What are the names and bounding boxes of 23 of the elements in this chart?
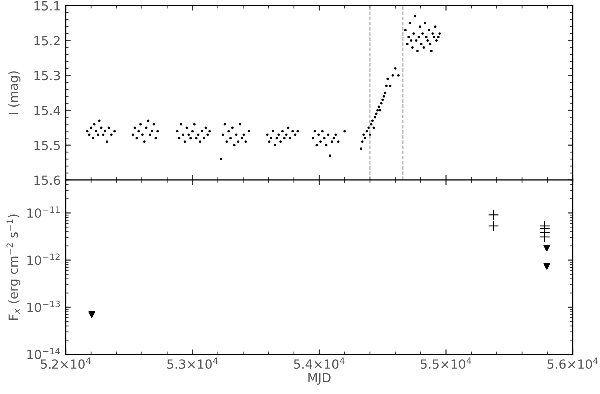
- x-tick-label: 5.5×10$^{4}$: [421, 358, 472, 370]
- x-tick-label: 5.6×10$^{4}$: [548, 358, 598, 370]
- x-tick-label: 5.4×10$^{4}$: [294, 358, 345, 370]
- y-tick-label: 10$^{−14}$: [28, 348, 60, 360]
- y-tick-label: 15.4: [34, 106, 60, 116]
- y-tick-label: 10$^{−13}$: [28, 300, 60, 312]
- y-tick-label: 10$^{−11}$: [28, 206, 60, 218]
- point: [488, 210, 500, 221]
- x-tick-label: 5.2×10$^{4}$: [41, 358, 91, 370]
- x-axis-title: MJD: [308, 373, 331, 385]
- y-axis-title: F$_{x}$ (erg cm$^{−2}$ s$^{−1}$): [6, 214, 21, 320]
- y-axis-title: I (mag): [8, 72, 21, 114]
- point: [544, 245, 550, 252]
- point: [88, 311, 96, 318]
- point: [488, 220, 500, 232]
- y-tick-label: 15.1: [34, 2, 60, 11]
- point: [544, 263, 550, 270]
- y-tick-label: 15.6: [34, 176, 60, 186]
- y-tick-label: 15.3: [34, 71, 60, 81]
- y-tick-label: 15.2: [34, 36, 60, 46]
- y-tick-label: 15.5: [34, 141, 60, 150]
- y-tick-label: 10$^{−12}$: [28, 254, 60, 266]
- x-tick-label: 5.3×10$^{4}$: [168, 358, 218, 370]
